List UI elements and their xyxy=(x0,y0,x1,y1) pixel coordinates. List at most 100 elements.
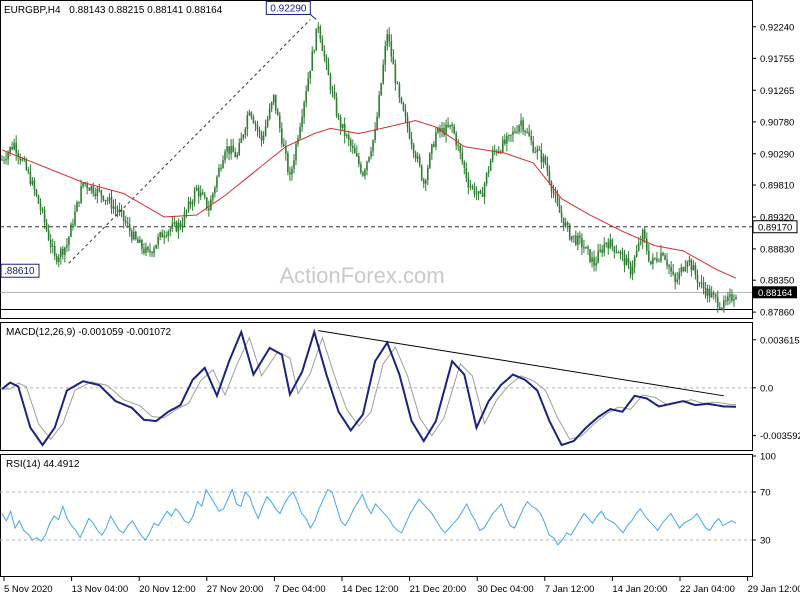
candle-body xyxy=(384,46,387,65)
candle-body xyxy=(165,235,168,237)
candle-body xyxy=(445,124,447,136)
candle-body xyxy=(585,246,587,249)
candle-body xyxy=(299,126,301,139)
candle-body xyxy=(536,149,539,153)
candle-body xyxy=(725,300,727,302)
candle-body xyxy=(499,151,502,153)
price-tick-label: 0.91755 xyxy=(760,54,794,65)
candle-body xyxy=(327,63,330,76)
candle-body xyxy=(126,222,129,225)
candle-body xyxy=(325,56,328,64)
candle-body xyxy=(372,139,374,152)
candle-body xyxy=(234,152,236,157)
candle-body xyxy=(68,236,70,245)
candle-body xyxy=(242,134,245,138)
low-annotation-label: .88610 xyxy=(4,266,35,277)
candle-body xyxy=(396,82,399,84)
candle-body xyxy=(658,260,660,262)
candle-body xyxy=(197,187,200,197)
current-price-label: 0.88164 xyxy=(758,288,792,299)
candle-body xyxy=(374,129,376,140)
ohlc-label: 0.88143 0.88215 0.88141 0.88164 xyxy=(69,5,222,16)
candle-body xyxy=(512,131,514,135)
candle-body xyxy=(463,161,466,168)
candle-body xyxy=(64,247,66,255)
candle-body xyxy=(524,130,526,133)
candle-body xyxy=(228,146,230,154)
candle-body xyxy=(319,26,322,40)
price-tick-label: 0.90290 xyxy=(760,149,794,160)
candle-body xyxy=(86,183,88,189)
candle-body xyxy=(345,134,348,136)
symbol-label: EURGBP,H4 xyxy=(4,5,61,16)
candle-body xyxy=(364,170,366,176)
rsi-tick-label: 70 xyxy=(760,488,771,499)
support-line-label: 0.89170 xyxy=(758,222,792,233)
candle-body xyxy=(145,247,147,253)
candle-body xyxy=(214,187,216,194)
macd-layer: 0.003615 0.0 -0.003592 xyxy=(0,328,800,447)
candle-body xyxy=(548,171,551,183)
candle-body xyxy=(418,156,421,166)
candle-body xyxy=(295,143,297,161)
macd-tick-label: 0.003615 xyxy=(760,335,800,346)
candle-body xyxy=(11,146,13,150)
candle-body xyxy=(236,154,239,157)
candle-body xyxy=(274,94,277,111)
candle-body xyxy=(362,172,364,176)
candle-body xyxy=(516,131,518,133)
candle-body xyxy=(562,217,565,227)
candle-body xyxy=(313,50,316,52)
candle-body xyxy=(82,182,84,187)
candle-body xyxy=(258,129,261,133)
candle-body xyxy=(609,239,612,249)
candle-body xyxy=(41,209,44,211)
candle-body xyxy=(47,230,50,240)
candle-body xyxy=(185,210,188,213)
candle-body xyxy=(230,145,232,154)
candle-body xyxy=(528,131,530,137)
candle-body xyxy=(147,247,149,251)
candle-body xyxy=(410,138,413,145)
candle-body xyxy=(106,199,109,201)
candle-body xyxy=(315,28,318,51)
candle-body xyxy=(680,267,683,273)
candle-body xyxy=(321,39,324,51)
candle-body xyxy=(70,224,72,237)
price-tick-label: 0.89810 xyxy=(760,181,794,192)
high-annotation-label: 0.92290 xyxy=(270,3,307,14)
candle-body xyxy=(404,110,407,117)
candle-body xyxy=(394,64,397,83)
candle-body xyxy=(317,26,320,29)
candle-body xyxy=(137,239,139,243)
candle-body xyxy=(542,156,545,163)
candle-body xyxy=(62,248,64,255)
candle-body xyxy=(544,156,547,164)
candle-body xyxy=(729,294,731,297)
x-tick-label: 5 Nov 2020 xyxy=(4,584,53,595)
candle-body xyxy=(337,115,340,118)
candle-body xyxy=(589,248,591,263)
candle-body xyxy=(323,50,326,57)
candle-body xyxy=(35,189,38,196)
candle-body xyxy=(485,172,488,184)
candle-body xyxy=(532,140,535,153)
candle-body xyxy=(731,294,733,301)
candle-body xyxy=(457,145,460,147)
candle-body xyxy=(171,223,174,229)
price-tick-label: 0.89320 xyxy=(760,212,794,223)
rsi-layer: 100 70 30 xyxy=(0,452,776,547)
candle-body xyxy=(477,190,480,194)
candle-body xyxy=(441,128,443,132)
candle-body xyxy=(656,258,658,262)
candle-body xyxy=(483,183,486,197)
candle-body xyxy=(347,134,350,140)
candle-body xyxy=(664,255,666,260)
candle-body xyxy=(276,110,279,116)
candle-body xyxy=(469,186,472,188)
candle-body xyxy=(577,235,579,245)
candle-body xyxy=(727,296,729,302)
candle-body xyxy=(662,252,664,256)
candle-body xyxy=(400,97,403,103)
candle-body xyxy=(283,144,285,147)
